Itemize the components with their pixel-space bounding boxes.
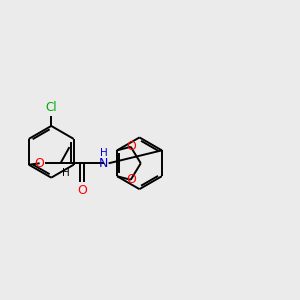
Text: H: H (62, 168, 70, 178)
Text: N: N (99, 157, 108, 170)
Text: O: O (35, 157, 45, 170)
Text: O: O (77, 184, 87, 197)
Text: H: H (100, 148, 107, 158)
Text: Cl: Cl (45, 101, 57, 114)
Text: O: O (126, 173, 136, 186)
Text: O: O (126, 140, 136, 153)
